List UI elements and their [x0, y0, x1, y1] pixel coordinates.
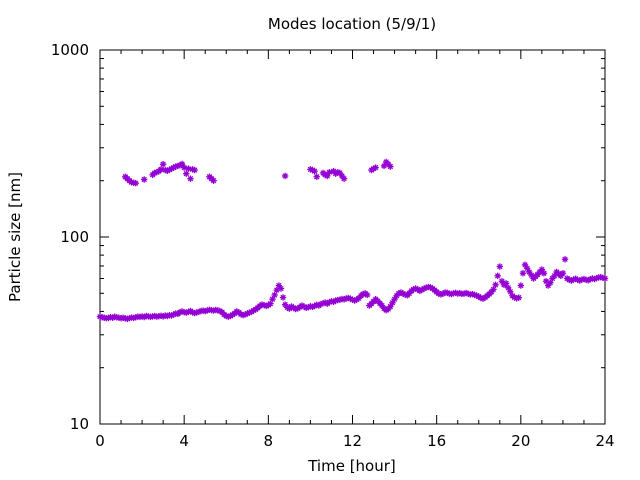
data-point	[364, 291, 371, 299]
data-point	[519, 270, 527, 277]
data-point	[157, 166, 165, 173]
data-point	[210, 177, 217, 184]
data-point	[340, 175, 348, 182]
data-point	[311, 167, 318, 175]
data-point	[313, 173, 320, 180]
data-point	[494, 272, 501, 280]
x-tick-label: 20	[511, 432, 530, 450]
y-axis-title: Particle size [nm]	[6, 172, 24, 302]
y-tick-label: 10	[70, 415, 89, 433]
x-tick-label: 4	[179, 432, 189, 450]
plot-frame	[99, 49, 606, 425]
data-point	[159, 161, 167, 168]
x-tick-label: 12	[343, 432, 362, 450]
data-point	[540, 270, 548, 277]
data-point	[185, 165, 192, 172]
x-axis-title: Time [hour]	[307, 457, 396, 475]
y-tick-label: 100	[60, 228, 89, 246]
data-point	[183, 170, 190, 177]
x-tick-label: 24	[595, 432, 614, 450]
axis-ticks	[99, 49, 606, 425]
data-point	[387, 163, 394, 170]
data-point	[561, 256, 569, 263]
x-tick-label: 16	[427, 432, 446, 450]
data-point	[279, 294, 287, 301]
data-point	[559, 270, 567, 277]
data-point	[187, 175, 194, 182]
x-tick-label: 8	[264, 432, 274, 450]
data-point	[140, 176, 148, 183]
data-points	[96, 158, 609, 323]
data-point	[517, 282, 525, 289]
data-point	[180, 164, 188, 171]
data-point	[271, 291, 278, 299]
x-tick-label: 0	[95, 432, 105, 450]
chart-title: Modes location (5/9/1)	[268, 15, 436, 33]
data-point	[372, 164, 379, 171]
data-point	[277, 285, 285, 292]
data-point	[515, 294, 522, 301]
data-point	[132, 179, 139, 187]
data-point	[496, 263, 503, 270]
data-point	[601, 275, 609, 282]
data-point	[492, 281, 499, 289]
data-point	[191, 166, 198, 174]
data-point	[281, 172, 289, 180]
y-tick-label: 1000	[51, 41, 89, 59]
axis-tick-labels: 0 4 8 12 16 20 24 10 100 1000	[51, 41, 615, 450]
